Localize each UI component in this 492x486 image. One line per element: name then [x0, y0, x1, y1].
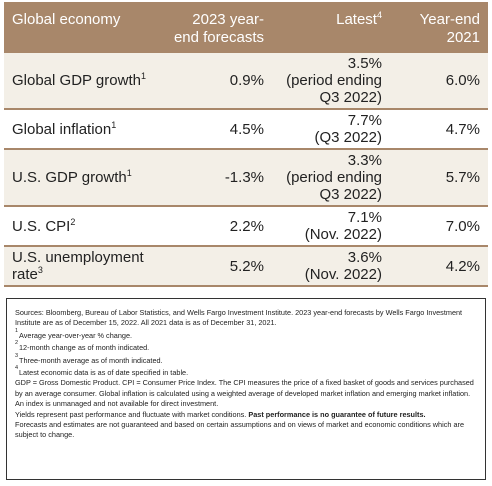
year-end-2021-cell: 4.7%: [390, 109, 488, 150]
forecasts-disclaimer: Forecasts and estimates are not guarante…: [15, 420, 465, 440]
forecast-cell: 0.9%: [162, 53, 272, 110]
footnote-number: 3: [15, 352, 19, 359]
table-header-row: Global economy 2023 year-end forecasts L…: [4, 2, 488, 53]
row-label: U.S. CPI2: [4, 206, 162, 247]
table-row: U.S. CPI2 2.2% 7.1% (Nov. 2022) 7.0%: [4, 206, 488, 247]
footnote-number: 4: [15, 365, 19, 372]
forecast-cell: 2.2%: [162, 206, 272, 247]
year-end-2021-cell: 6.0%: [390, 53, 488, 110]
yields-disclaimer: Yields represent past performance and fl…: [15, 409, 426, 419]
footnote-4: 4 Latest economic data is as of date spe…: [15, 365, 477, 378]
table-row: U.S. GDP growth1 -1.3% 3.3% (period endi…: [4, 149, 488, 207]
forecast-cell: -1.3%: [162, 149, 272, 207]
footnote-number: 1: [15, 327, 19, 334]
footnote-text: Latest economic data is as of date speci…: [19, 368, 189, 378]
table-row: Global inflation1 4.5% 7.7% (Q3 2022) 4.…: [4, 109, 488, 150]
footnote-number: 2: [15, 340, 19, 347]
global-economy-table: Global economy 2023 year-end forecasts L…: [4, 2, 488, 287]
latest-cell: 3.5% (period ending Q3 2022): [272, 53, 390, 110]
sources-text: Sources: Bloomberg, Bureau of Labor Stat…: [15, 308, 463, 328]
footnote-1: 1 Average year-over-year % change.: [15, 327, 477, 341]
footnote-text: Three-month average as of month indicate…: [19, 355, 163, 365]
footnotes-box: Sources: Bloomberg, Bureau of Labor Stat…: [6, 298, 486, 480]
row-label: U.S. unemployment rate3: [4, 246, 162, 287]
header-2023-forecasts: 2023 year-end forecasts: [162, 2, 272, 53]
latest-cell: 7.1% (Nov. 2022): [272, 206, 390, 247]
forecast-cell: 5.2%: [162, 246, 272, 287]
forecast-cell: 4.5%: [162, 109, 272, 150]
year-end-2021-cell: 7.0%: [390, 206, 488, 247]
footnote-2: 2 12-month change as of month indicated.: [15, 340, 477, 353]
table-row: Global GDP growth1 0.9% 3.5% (period end…: [4, 53, 488, 110]
header-global-economy: Global economy: [4, 2, 162, 53]
latest-cell: 7.7% (Q3 2022): [272, 109, 390, 150]
row-label: Global inflation1: [4, 109, 162, 150]
year-end-2021-cell: 5.7%: [390, 149, 488, 207]
latest-cell: 3.6% (Nov. 2022): [272, 246, 390, 287]
header-latest: Latest4: [272, 2, 390, 53]
header-year-end-2021: Year-end 2021: [390, 2, 488, 53]
table-row: U.S. unemployment rate3 5.2% 3.6% (Nov. …: [4, 246, 488, 287]
footnote-text: 12-month change as of month indicated.: [19, 343, 150, 353]
row-label: U.S. GDP growth1: [4, 149, 162, 207]
definitions-text: GDP = Gross Domestic Product. CPI = Cons…: [15, 378, 474, 409]
footnote-text: Average year-over-year % change.: [19, 330, 133, 340]
year-end-2021-cell: 4.2%: [390, 246, 488, 287]
row-label: Global GDP growth1: [4, 53, 162, 110]
latest-cell: 3.3% (period ending Q3 2022): [272, 149, 390, 207]
past-performance-warning: Past performance is no guarantee of futu…: [248, 409, 426, 419]
footnote-3: 3 Three-month average as of month indica…: [15, 352, 477, 366]
economy-table-container: Global economy 2023 year-end forecasts L…: [4, 2, 488, 287]
